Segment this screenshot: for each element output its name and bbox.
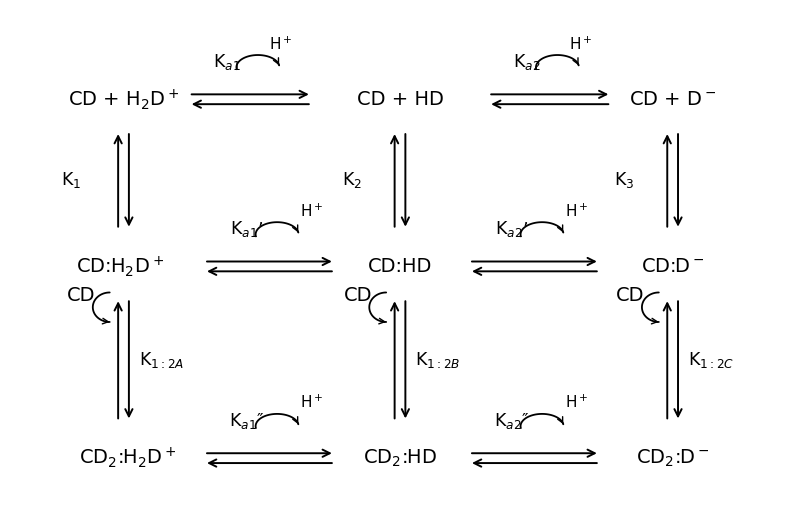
Text: CD: CD — [343, 287, 372, 305]
Text: CD: CD — [616, 287, 645, 305]
Text: CD$_2$:D$^-$: CD$_2$:D$^-$ — [636, 448, 710, 469]
Text: CD:D$^-$: CD:D$^-$ — [641, 257, 705, 276]
Text: K$_{1:2C}$: K$_{1:2C}$ — [688, 350, 734, 370]
Text: K$_{1:2B}$: K$_{1:2B}$ — [415, 350, 461, 370]
Text: H$^+$: H$^+$ — [270, 35, 293, 53]
Text: K$_{a2}$″: K$_{a2}$″ — [494, 411, 529, 431]
Text: CD:H$_2$D$^+$: CD:H$_2$D$^+$ — [76, 254, 164, 279]
Text: K$_{a2}$’: K$_{a2}$’ — [494, 219, 528, 240]
Text: K$_{a1}$’: K$_{a1}$’ — [230, 219, 263, 240]
Text: K$_3$: K$_3$ — [614, 170, 634, 190]
Text: CD + HD: CD + HD — [357, 90, 443, 109]
Text: H$^+$: H$^+$ — [300, 394, 323, 412]
Text: CD + D$^-$: CD + D$^-$ — [629, 90, 716, 109]
Text: CD:HD: CD:HD — [368, 257, 432, 276]
Text: CD$_2$:H$_2$D$^+$: CD$_2$:H$_2$D$^+$ — [78, 446, 176, 471]
Text: K$_2$: K$_2$ — [342, 170, 362, 190]
Text: CD$_2$:HD: CD$_2$:HD — [363, 448, 437, 469]
Text: CD: CD — [67, 287, 95, 305]
Text: K$_{a1}$″: K$_{a1}$″ — [229, 411, 264, 431]
Text: K$_{a2}$: K$_{a2}$ — [513, 52, 541, 72]
Text: H$^+$: H$^+$ — [565, 202, 588, 220]
Text: K$_{1:2A}$: K$_{1:2A}$ — [139, 350, 184, 370]
Text: K$_{a1}$: K$_{a1}$ — [214, 52, 241, 72]
Text: H$^+$: H$^+$ — [569, 35, 592, 53]
Text: H$^+$: H$^+$ — [300, 202, 323, 220]
Text: K$_1$: K$_1$ — [61, 170, 82, 190]
Text: CD + H$_2$D$^+$: CD + H$_2$D$^+$ — [68, 87, 179, 111]
Text: H$^+$: H$^+$ — [565, 394, 588, 412]
